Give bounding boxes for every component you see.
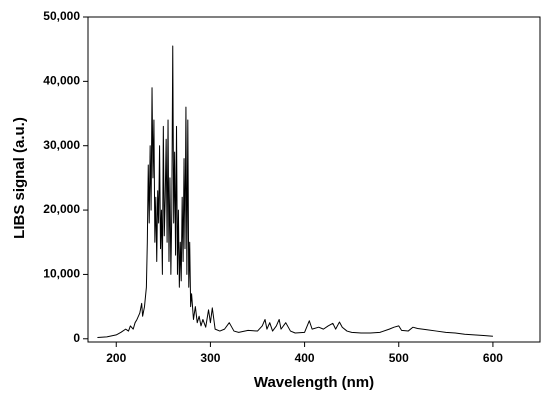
y-tick-label: 20,000 <box>43 202 80 216</box>
plot-frame <box>87 16 541 343</box>
x-axis-label: Wavelength (nm) <box>254 374 374 391</box>
x-tick-label: 200 <box>106 351 126 365</box>
y-tick-label: 10,000 <box>43 267 80 281</box>
spectrum-line <box>97 45 493 338</box>
y-tick-label: 40,000 <box>43 74 80 88</box>
x-tick-label: 400 <box>295 351 315 365</box>
y-tick-label: 50,000 <box>43 9 80 23</box>
x-tick-label: 300 <box>200 351 220 365</box>
x-tick-label: 500 <box>389 351 409 365</box>
x-tick-label: 600 <box>483 351 503 365</box>
y-tick-label: 0 <box>73 331 80 345</box>
y-axis-label: LIBS signal (a.u.) <box>11 117 28 239</box>
y-tick-label: 30,000 <box>43 138 80 152</box>
